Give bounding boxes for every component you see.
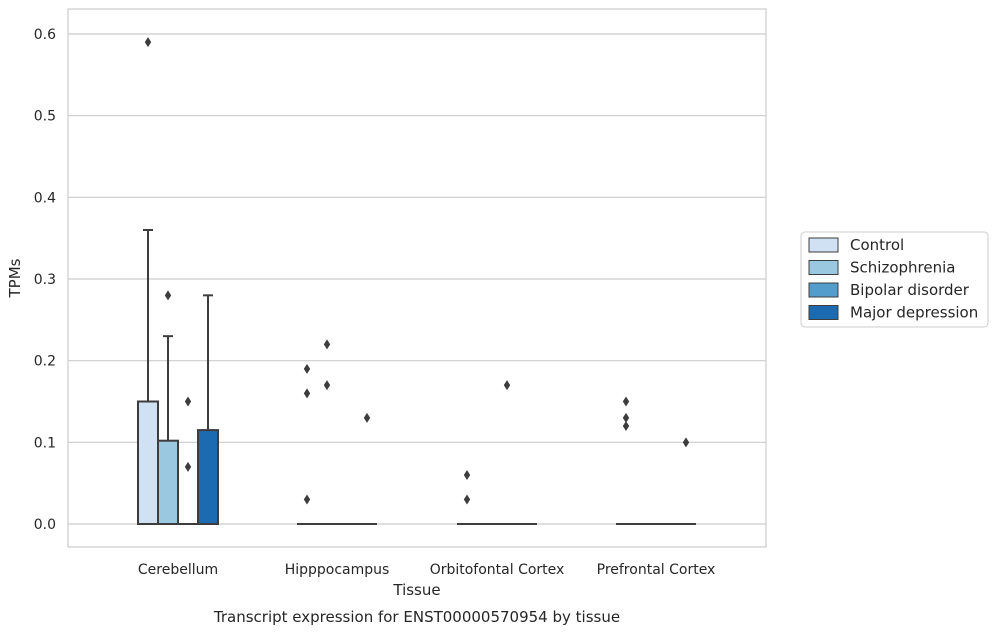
box-1-4	[616, 396, 636, 525]
legend: Control Schizophrenia Bipolar disorder Majo…	[800, 231, 989, 328]
outlier-point	[303, 363, 311, 374]
legend-swatch	[808, 282, 839, 298]
box-body	[157, 439, 179, 526]
y-axis-label: TPMs	[6, 258, 24, 298]
chart-caption: Transcript expression for ENST0000057095…	[213, 608, 620, 626]
legend-label: Major depression	[850, 304, 978, 322]
box-body	[197, 429, 219, 526]
y-tick-label: 0.6	[34, 27, 56, 43]
box-1-1	[137, 37, 159, 525]
x-tick-labels: Cerebellum Hipppocampus Orbitofontal Corte…	[138, 562, 715, 578]
outlier-point	[184, 396, 192, 407]
outlier-point	[622, 421, 630, 431]
y-tick-label: 0.3	[34, 272, 56, 288]
y-tick-label: 0.2	[34, 354, 56, 370]
box-4-2	[357, 412, 377, 525]
outlier-point	[184, 461, 192, 472]
outlier-point	[463, 470, 471, 480]
y-tick-label: 0.1	[34, 435, 56, 451]
y-tick-labels: 0.0 0.1 0.2 0.3 0.4 0.5 0.6	[34, 27, 56, 533]
outlier-point	[303, 388, 311, 399]
legend-label: Bipolar disorder	[850, 281, 970, 299]
legend-swatch	[808, 260, 839, 275]
x-tick-label: Orbitofontal Cortex	[430, 562, 565, 578]
y-tick-label: 0.4	[34, 190, 56, 206]
legend-swatch	[808, 305, 839, 320]
outlier-point	[303, 494, 311, 505]
box-2-1	[157, 290, 179, 526]
outlier-point	[323, 339, 331, 350]
outlier-point	[622, 396, 630, 407]
box-2-2	[317, 339, 337, 525]
outlier-point	[164, 290, 172, 301]
box-1-3	[457, 470, 477, 525]
box-3-3	[497, 380, 517, 525]
box-series	[137, 37, 696, 526]
box-4-1	[197, 294, 219, 526]
outlier-point	[622, 412, 630, 423]
x-tick-label: Prefrontal Cortex	[597, 562, 716, 578]
x-tick-label: Hipppocampus	[285, 562, 390, 578]
outlier-point	[463, 494, 471, 505]
plot-frame	[67, 8, 767, 548]
y-tick-label: 0.0	[34, 517, 56, 533]
outlier-point	[682, 437, 690, 448]
box-body	[137, 400, 159, 525]
outlier-point	[503, 380, 511, 391]
box-3-1	[178, 396, 198, 525]
y-tick-label: 0.5	[34, 109, 56, 125]
outlier-point	[363, 412, 371, 423]
box-1-2	[297, 363, 317, 525]
box-4-4	[676, 437, 696, 525]
outlier-point	[323, 380, 331, 391]
legend-swatch	[808, 237, 839, 253]
plot-background	[68, 9, 766, 547]
outlier-point	[144, 37, 152, 48]
x-tick-label: Cerebellum	[138, 562, 218, 578]
legend-frame	[800, 231, 989, 328]
legend-label: Schizophrenia	[850, 259, 955, 277]
legend-label: Control	[850, 236, 904, 254]
x-axis-label: Tissue	[392, 581, 440, 599]
